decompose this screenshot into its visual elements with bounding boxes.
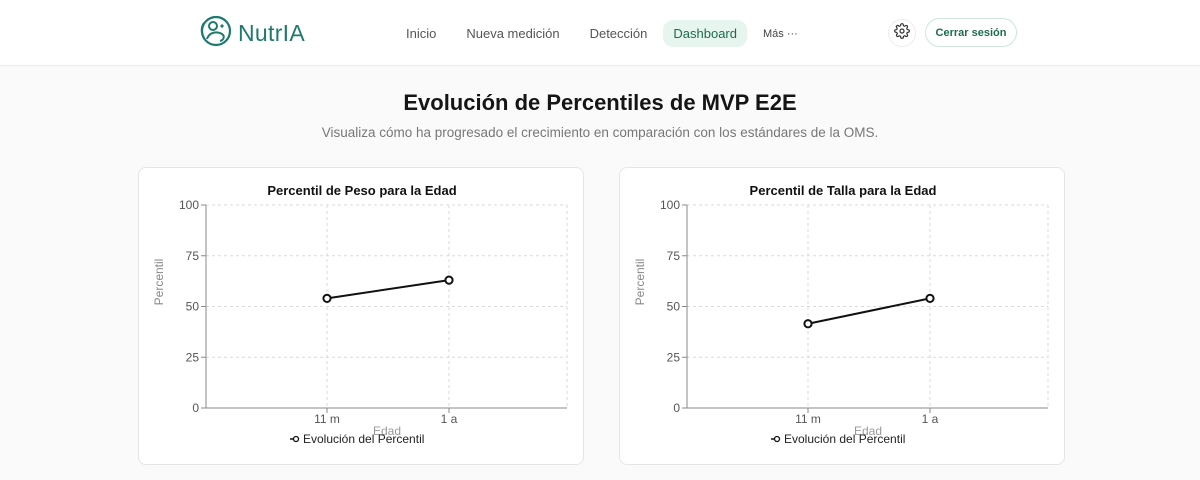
legend-marker <box>773 435 781 443</box>
series-line <box>807 297 931 325</box>
nav-more[interactable]: Más ··· <box>763 27 798 40</box>
y-tick-label: 100 <box>179 198 199 212</box>
y-tick-label: 100 <box>660 198 680 212</box>
y-tick-label: 75 <box>186 249 200 263</box>
nav-deteccion[interactable]: Detección <box>589 26 648 41</box>
chart-card-peso: Percentil de Peso para la Edad 0 25 50 75 100… <box>138 167 584 465</box>
series-line <box>326 279 450 300</box>
page-title: Evolución de Percentiles de MVP E2E <box>403 90 797 115</box>
nav-dashboard[interactable]: Dashboard <box>663 20 747 47</box>
y-axis-label: Percentil <box>152 259 166 306</box>
x-axis-label: Edad <box>854 424 882 438</box>
data-point <box>444 275 454 285</box>
y-tick-label: 50 <box>667 300 681 314</box>
x-tick-label: 11 m <box>314 412 340 426</box>
y-tick-label: 0 <box>673 401 680 415</box>
chart-card-talla: Percentil de Talla para la Edad 0 25 50 75 10… <box>619 167 1065 465</box>
y-tick-label: 0 <box>192 401 199 415</box>
data-point <box>322 293 332 303</box>
chart-talla: Percentil de Talla para la Edad 0 25 50 75 10… <box>633 183 1049 446</box>
x-tick-label: 1 a <box>922 412 939 426</box>
chart-title: Percentil de Peso para la Edad <box>267 183 456 198</box>
x-tick-label: 1 a <box>441 412 458 426</box>
chart-peso: Percentil de Peso para la Edad 0 25 50 75 100… <box>152 183 568 446</box>
y-tick-label: 25 <box>667 350 681 364</box>
x-tick-label: 11 m <box>795 412 821 426</box>
top-navbar: NutrIA Inicio Nueva medición Detección D… <box>0 0 1200 66</box>
legend-marker <box>292 435 300 443</box>
main-nav: Inicio Nueva medición Detección Dashboar… <box>396 20 808 47</box>
legend-label: Evolución del Percentil <box>784 432 905 446</box>
logo-icon <box>198 13 234 54</box>
page-subtitle: Visualiza cómo ha progresado el crecimie… <box>321 125 879 140</box>
chart-title: Percentil de Talla para la Edad <box>750 183 937 198</box>
logo-text: NutrIA <box>238 19 305 46</box>
settings-button[interactable] <box>888 19 916 47</box>
x-axis-label: Edad <box>373 424 401 438</box>
y-tick-label: 25 <box>186 350 200 364</box>
y-tick-label: 50 <box>186 300 200 314</box>
legend-label: Evolución del Percentil <box>303 432 424 446</box>
logout-button[interactable]: Cerrar sesión <box>925 18 1017 47</box>
y-tick-label: 75 <box>667 249 681 263</box>
logo[interactable]: NutrIA <box>198 14 305 52</box>
data-point <box>925 293 935 303</box>
nav-inicio[interactable]: Inicio <box>406 26 437 41</box>
gear-icon <box>894 22 910 44</box>
nav-nueva-medicion[interactable]: Nueva medición <box>466 26 560 41</box>
y-axis-label: Percentil <box>633 259 647 306</box>
data-point <box>803 319 813 329</box>
